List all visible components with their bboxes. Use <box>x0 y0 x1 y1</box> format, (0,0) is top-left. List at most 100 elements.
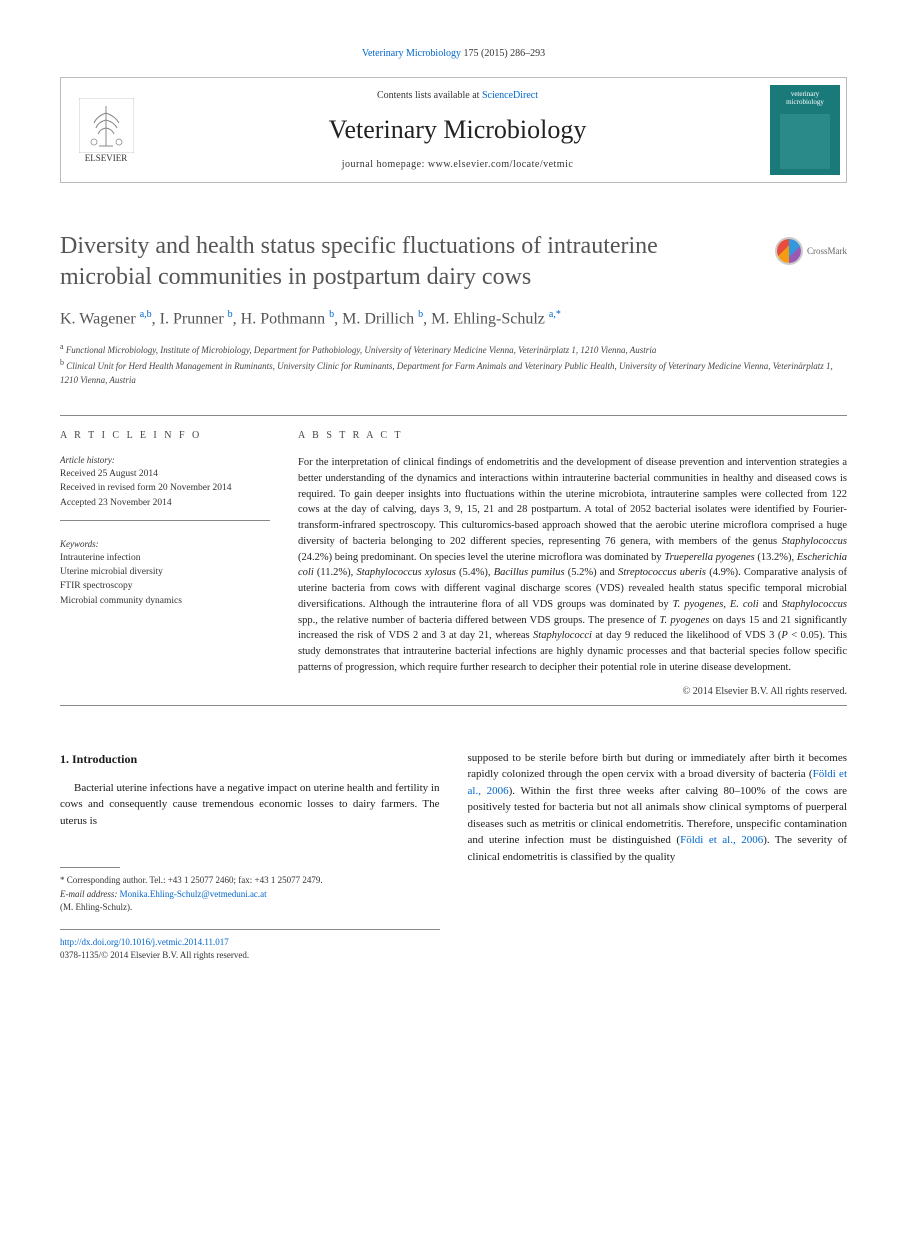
doi-line: http://dx.doi.org/10.1016/j.vetmic.2014.… <box>60 936 440 950</box>
authors: K. Wagener a,b, I. Prunner b, H. Pothman… <box>60 309 847 328</box>
email-link[interactable]: Monika.Ehling-Schulz@vetmeduni.ac.at <box>120 889 267 899</box>
abstract-copyright: © 2014 Elsevier B.V. All rights reserved… <box>298 686 847 697</box>
author-2-aff[interactable]: b <box>228 309 233 320</box>
abs-em6: Streptococcus uberis <box>618 567 706 578</box>
journal-cover-image <box>780 114 830 169</box>
abs-em10: T. pyogenes <box>659 615 709 626</box>
citation-volpages: 175 (2015) 286–293 <box>461 48 545 59</box>
author-5: M. Ehling-Schulz <box>431 311 545 328</box>
elsevier-logo[interactable]: ELSEVIER <box>71 91 141 169</box>
keywords-heading: Keywords: <box>60 539 270 549</box>
divider-bottom <box>60 705 847 706</box>
abstract-col: A B S T R A C T For the interpretation o… <box>298 430 847 697</box>
body-col-right: supposed to be sterile before birth but … <box>468 750 848 963</box>
author-2: I. Prunner <box>160 311 224 328</box>
doi-link[interactable]: http://dx.doi.org/10.1016/j.vetmic.2014.… <box>60 937 229 947</box>
ref-foldi-2006-b[interactable]: Földi et al., 2006 <box>680 834 763 846</box>
affiliation-a: a Functional Microbiology, Institute of … <box>60 341 847 358</box>
header-center: Contents lists available at ScienceDirec… <box>151 78 764 182</box>
corresponding-author-note: * Corresponding author. Tel.: +43 1 2507… <box>60 874 440 915</box>
article-title: Diversity and health status specific flu… <box>60 231 775 293</box>
received-date: Received 25 August 2014 <box>60 467 270 481</box>
abs-em1: Staphylococcus <box>782 536 847 547</box>
abs-em8: E. coli <box>730 599 759 610</box>
author-3-aff[interactable]: b <box>329 309 334 320</box>
col2-para1: supposed to be sterile before birth but … <box>468 750 848 866</box>
author-5-corr[interactable]: * <box>556 309 561 320</box>
col2-t1: supposed to be sterile before birth but … <box>468 752 848 781</box>
accepted-date: Accepted 23 November 2014 <box>60 496 270 510</box>
footnote-separator <box>60 867 120 868</box>
citation-bar: Veterinary Microbiology 175 (2015) 286–2… <box>60 48 847 59</box>
abs-t3: (13.2%), <box>755 552 797 563</box>
homepage-line: journal homepage: www.elsevier.com/locat… <box>159 159 756 170</box>
revised-date: Received in revised form 20 November 201… <box>60 481 270 495</box>
abs-t8: , <box>723 599 730 610</box>
header-right: veterinary microbiology <box>764 78 846 182</box>
keywords-block: Keywords: Intrauterine infection Uterine… <box>60 539 270 618</box>
crossmark-badge[interactable]: CrossMark <box>775 237 847 265</box>
abs-em11: Staphylococci <box>533 630 592 641</box>
abs-em7: T. pyogenes <box>673 599 724 610</box>
abs-em4: Staphylococcus xylosus <box>356 567 455 578</box>
corr-author-name: (M. Ehling-Schulz). <box>60 901 440 915</box>
aff-a-text: Functional Microbiology, Institute of Mi… <box>64 345 657 355</box>
abs-t2: (24.2%) being predominant. On species le… <box>298 552 664 563</box>
divider-top <box>60 415 847 416</box>
abstract-text: For the interpretation of clinical findi… <box>298 455 847 676</box>
abs-t10: spp., the relative number of bacteria di… <box>298 615 659 626</box>
abs-t12: at day 9 reduced the likelihood of VDS 3… <box>592 630 781 641</box>
abstract-heading: A B S T R A C T <box>298 430 847 441</box>
abs-t5: (5.4%), <box>456 567 494 578</box>
body-columns: 1. Introduction Bacterial uterine infect… <box>60 750 847 963</box>
article-history-block: Article history: Received 25 August 2014… <box>60 455 270 521</box>
affiliations: a Functional Microbiology, Institute of … <box>60 341 847 388</box>
issn-line: 0378-1135/© 2014 Elsevier B.V. All right… <box>60 949 440 963</box>
author-1: K. Wagener <box>60 311 136 328</box>
aff-b-text: Clinical Unit for Herd Health Management… <box>60 361 833 385</box>
author-5-aff[interactable]: a, <box>549 309 556 320</box>
author-3: H. Pothmann <box>241 311 325 328</box>
contents-prefix: Contents lists available at <box>377 90 482 101</box>
section-1-heading: 1. Introduction <box>60 750 440 768</box>
corr-label: * Corresponding author. Tel.: +43 1 2507… <box>60 874 440 888</box>
elsevier-label: ELSEVIER <box>85 153 128 163</box>
crossmark-label: CrossMark <box>807 246 847 256</box>
abs-t4: (11.2%), <box>314 567 357 578</box>
keyword-4: Microbial community dynamics <box>60 594 270 608</box>
abs-em2: Trueperella pyogenes <box>664 552 754 563</box>
contents-line: Contents lists available at ScienceDirec… <box>159 90 756 101</box>
article-info-heading: A R T I C L E I N F O <box>60 430 270 441</box>
col1-para1: Bacterial uterine infections have a nega… <box>60 780 440 830</box>
citation-journal-link[interactable]: Veterinary Microbiology <box>362 48 461 59</box>
body-col-left: 1. Introduction Bacterial uterine infect… <box>60 750 440 963</box>
homepage-url[interactable]: www.elsevier.com/locate/vetmic <box>428 159 573 170</box>
elsevier-tree-icon <box>79 98 134 153</box>
homepage-label: journal homepage: <box>342 159 428 170</box>
keyword-1: Intrauterine infection <box>60 551 270 565</box>
journal-cover-title: veterinary microbiology <box>774 91 836 106</box>
abs-em9: Staphylococcus <box>782 599 847 610</box>
footer-separator <box>60 929 440 930</box>
keyword-3: FTIR spectroscopy <box>60 579 270 593</box>
author-1-aff[interactable]: a,b <box>140 309 152 320</box>
keyword-2: Uterine microbial diversity <box>60 565 270 579</box>
journal-header-box: ELSEVIER Contents lists available at Sci… <box>60 77 847 183</box>
affiliation-b: b Clinical Unit for Herd Health Manageme… <box>60 357 847 387</box>
journal-cover[interactable]: veterinary microbiology <box>770 85 840 175</box>
abs-em5: Bacillus pumilus <box>494 567 565 578</box>
corr-email-line: E-mail address: Monika.Ehling-Schulz@vet… <box>60 888 440 902</box>
email-label: E-mail address: <box>60 889 117 899</box>
sciencedirect-link[interactable]: ScienceDirect <box>482 90 538 101</box>
abs-t1: For the interpretation of clinical findi… <box>298 457 847 547</box>
info-abstract-row: A R T I C L E I N F O Article history: R… <box>60 430 847 697</box>
crossmark-icon <box>775 237 803 265</box>
journal-name: Veterinary Microbiology <box>159 115 756 145</box>
header-left: ELSEVIER <box>61 78 151 182</box>
author-4-aff[interactable]: b <box>418 309 423 320</box>
article-info-col: A R T I C L E I N F O Article history: R… <box>60 430 270 697</box>
article-history-heading: Article history: <box>60 455 270 465</box>
author-4: M. Drillich <box>342 311 414 328</box>
title-row: Diversity and health status specific flu… <box>60 231 847 293</box>
abs-t6: (5.2%) and <box>565 567 619 578</box>
